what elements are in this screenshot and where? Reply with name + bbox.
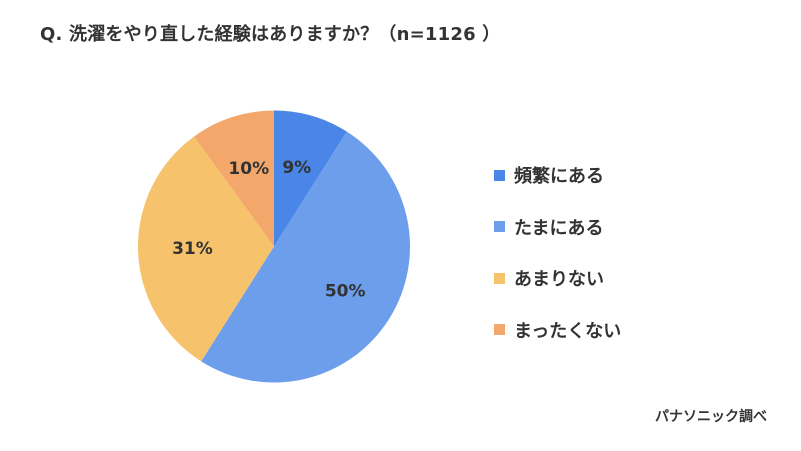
legend-swatch: [494, 221, 505, 232]
legend-swatch: [494, 324, 505, 335]
legend-label: あまりない: [514, 269, 604, 290]
legend-label: たまにある: [514, 217, 604, 239]
legend-item: まったくない: [494, 313, 621, 347]
legend-item: 頻繁にある: [494, 158, 621, 192]
pie-slice: [137, 136, 274, 362]
slice-value-label: 50%: [325, 282, 366, 302]
slice-value-label: 10%: [228, 159, 269, 179]
legend-item: たまにある: [494, 210, 621, 244]
slice-value-label: 31%: [172, 239, 213, 259]
pie-slice: [274, 110, 347, 247]
legend-label: まったくない: [514, 320, 622, 342]
source-credit: パナソニック調べ: [655, 409, 767, 425]
legend-label: 頻繁にある: [514, 166, 604, 187]
pie-slice: [194, 110, 274, 247]
pie-slice: [201, 131, 410, 383]
legend-swatch: [494, 272, 505, 284]
slice-value-label: 9%: [282, 158, 311, 178]
chart-title: Q. 洗濯をやり直した経験はありますか？（n=1126 ）: [40, 24, 501, 45]
legend-item: あまりない: [494, 261, 621, 295]
legend-swatch: [494, 169, 505, 181]
legend: 頻繁にある たまにある あまりない まったくない: [494, 158, 621, 364]
